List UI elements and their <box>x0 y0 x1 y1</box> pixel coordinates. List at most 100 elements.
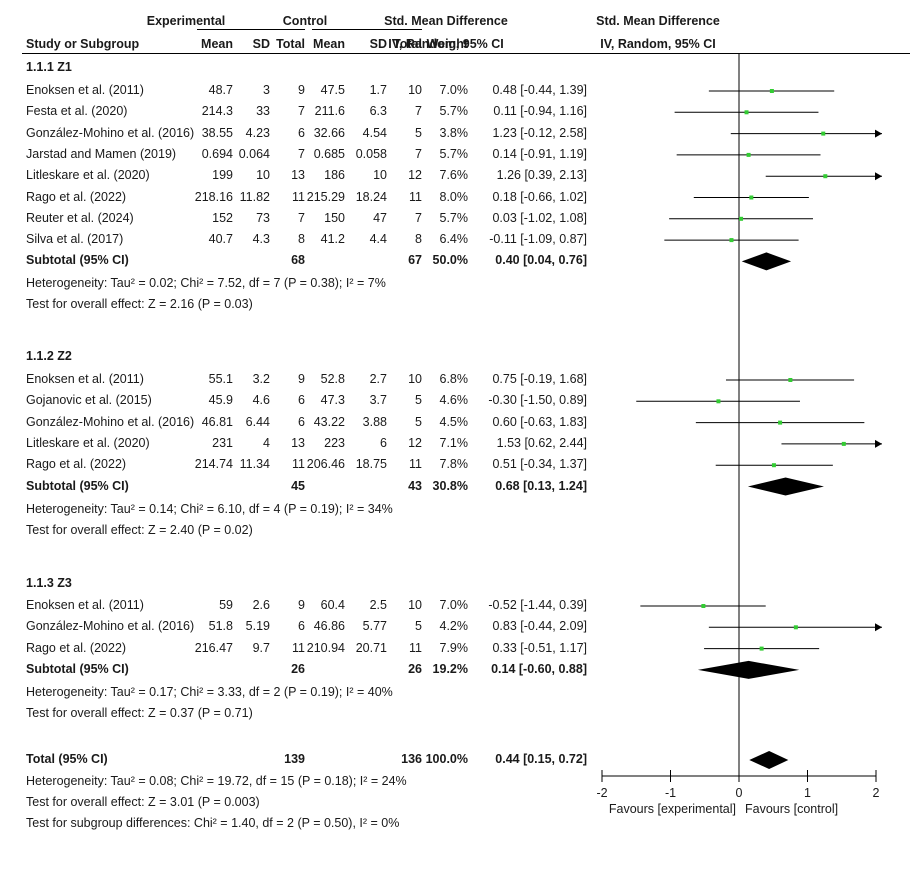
study-point-estimate <box>769 89 774 93</box>
study-n-c: 10 <box>408 372 422 386</box>
subtotal-label: Subtotal (95% CI) <box>26 478 129 493</box>
study-name: González-Mohino et al. (2016) <box>26 619 195 634</box>
study-mean-e: 0.694 <box>201 146 233 161</box>
study-sd-c: 47 <box>373 210 387 225</box>
study-sd-e: 33 <box>256 104 270 119</box>
study-sd-e: 9.7 <box>252 640 270 655</box>
study-sd-e: 5.19 <box>245 619 270 634</box>
subtotal-weight: 50.0% <box>432 253 468 268</box>
study-point-estimate <box>729 238 734 243</box>
study-point-estimate <box>716 399 721 404</box>
study-sd-c: 18.24 <box>355 189 387 204</box>
study-name: González-Mohino et al. (2016) <box>26 125 195 140</box>
study-n-e: 7 <box>298 104 305 119</box>
study-sd-c: 3.7 <box>369 393 387 408</box>
study-n-e: 7 <box>298 146 305 161</box>
study-sd-e: 73 <box>256 210 270 225</box>
axis-tick-label: -2 <box>596 786 608 800</box>
study-weight: 3.8% <box>439 125 469 140</box>
study-mean-c: 186 <box>324 168 345 183</box>
study-n-c: 10 <box>408 83 422 97</box>
header-ci-left: IV, Random, 95% CI <box>388 37 504 51</box>
study-weight: 7.8% <box>439 457 469 472</box>
study-mean-c: 47.5 <box>320 83 345 97</box>
study-n-e: 6 <box>298 125 305 140</box>
study-n-c: 5 <box>415 619 422 634</box>
study-sd-c: 6.3 <box>369 104 387 119</box>
study-mean-e: 214.3 <box>201 104 233 119</box>
study-ci: 1.23 [-0.12, 2.58] <box>492 125 587 140</box>
study-n-c: 7 <box>415 210 422 225</box>
header-sd-e: SD <box>252 37 270 51</box>
study-point-estimate <box>788 378 793 382</box>
study-weight: 8.0% <box>439 189 469 204</box>
subgroup-title: 1.1.1 Z1 <box>26 60 72 74</box>
study-weight: 5.7% <box>439 104 469 119</box>
study-ci: 0.51 [-0.34, 1.37] <box>492 457 587 472</box>
study-mean-e: 45.9 <box>208 393 233 408</box>
study-name: Gojanovic et al. (2015) <box>26 393 152 408</box>
study-mean-c: 210.94 <box>306 640 345 655</box>
study-mean-e: 51.8 <box>208 619 233 634</box>
study-n-e: 6 <box>298 414 305 429</box>
study-n-e: 13 <box>291 435 305 450</box>
study-n-c: 8 <box>415 232 422 247</box>
study-n-c: 7 <box>415 104 422 119</box>
study-mean-e: 218.16 <box>194 189 233 204</box>
subtotal-diamond <box>747 477 824 496</box>
study-n-e: 6 <box>298 393 305 408</box>
subtotal-ci: 0.40 [0.04, 0.76] <box>495 253 587 268</box>
header-experimental: Experimental <box>146 14 226 28</box>
study-sd-e: 4 <box>263 435 270 450</box>
study-sd-c: 3.88 <box>362 414 387 429</box>
study-weight: 7.6% <box>439 168 469 183</box>
favours-experimental-label: Favours [experimental] <box>608 802 736 816</box>
total-n-e: 139 <box>284 752 305 766</box>
study-sd-e: 0.064 <box>238 146 270 161</box>
header-sd-c: SD <box>369 37 387 51</box>
subtotal-diamond <box>741 252 792 271</box>
study-n-e: 11 <box>292 457 305 472</box>
study-weight: 7.0% <box>439 83 469 97</box>
study-n-e: 11 <box>292 189 305 204</box>
subgroup-title: 1.1.2 Z2 <box>26 349 72 363</box>
subtotal-n-c: 67 <box>408 253 422 268</box>
study-name: Enoksen et al. (2011) <box>26 372 144 386</box>
axis-tick-label: 1 <box>804 786 811 800</box>
header-total-c: Total <box>393 37 422 51</box>
study-name: Jarstad and Mamen (2019) <box>26 146 177 161</box>
subgroup-differences-text: Test for subgroup differences: Chi² = 1.… <box>26 816 400 830</box>
study-sd-e: 10 <box>256 168 270 183</box>
subtotal-n-e: 45 <box>291 478 305 493</box>
study-sd-e: 4.23 <box>245 125 270 140</box>
study-name: Litleskare et al. (2020) <box>26 168 150 183</box>
subtotal-n-e: 68 <box>291 253 305 268</box>
study-point-estimate <box>823 174 828 179</box>
study-name: Rago et al. (2022) <box>26 640 127 655</box>
study-mean-e: 199 <box>212 168 233 183</box>
subtotal-n-e: 26 <box>291 661 305 676</box>
study-n-c: 7 <box>415 146 422 161</box>
study-mean-e: 152 <box>212 210 233 225</box>
study-sd-c: 6 <box>380 435 387 450</box>
study-sd-c: 4.4 <box>369 232 387 247</box>
study-sd-e: 4.6 <box>252 393 270 408</box>
study-mean-e: 48.7 <box>208 83 233 97</box>
study-sd-c: 5.77 <box>362 619 387 634</box>
study-name: González-Mohino et al. (2016) <box>26 414 195 429</box>
study-n-c: 12 <box>408 168 422 183</box>
study-weight: 6.4% <box>439 232 469 247</box>
subtotal-diamond <box>697 660 800 679</box>
subtotal-ci: 0.68 [0.13, 1.24] <box>495 478 587 493</box>
study-sd-c: 4.54 <box>362 125 387 140</box>
study-mean-c: 32.66 <box>313 125 345 140</box>
study-mean-e: 55.1 <box>208 372 233 386</box>
study-ci: 0.03 [-1.02, 1.08] <box>492 210 587 225</box>
heterogeneity-text: Heterogeneity: Tau² = 0.17; Chi² = 3.33,… <box>26 684 393 699</box>
header-rule <box>22 53 910 54</box>
study-n-e: 8 <box>298 232 305 247</box>
study-ci: 0.14 [-0.91, 1.19] <box>492 146 587 161</box>
study-sd-c: 2.5 <box>369 598 387 612</box>
total-n-c: 136 <box>401 752 422 766</box>
